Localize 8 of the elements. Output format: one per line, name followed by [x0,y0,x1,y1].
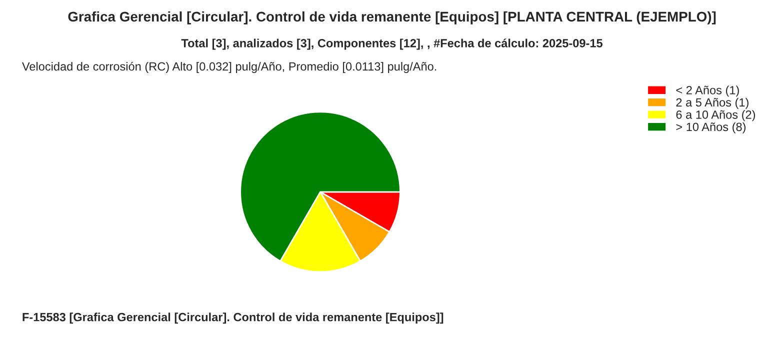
legend-label: < 2 Años (1) [676,86,739,97]
text: F-15583 [Grafica Gerencial [Circular]. Control de vida remanente [Equipos]] [22,312,444,324]
legend-label: > 10 Años (8) [676,122,746,134]
text: Velocidad de corrosión (RC) Alto [0.032] pulg/Año, Promedio [0.0113] pulg/Año. [22,62,436,73]
legend-label: 6 a 10 Años (2) [676,110,756,122]
legend-label: 2 a 5 Años (1) [676,98,748,109]
chart-title: Grafica Gerencial [Circular]. Control de vida remanente [Equipos] [PLANTA CENTRAL (EJEMPLO)] [68,11,716,24]
chart-subtitle: Total [3], analizados [3], Componentes [12], , #Fecha de cálculo: 2025-09-15 [181,38,603,50]
